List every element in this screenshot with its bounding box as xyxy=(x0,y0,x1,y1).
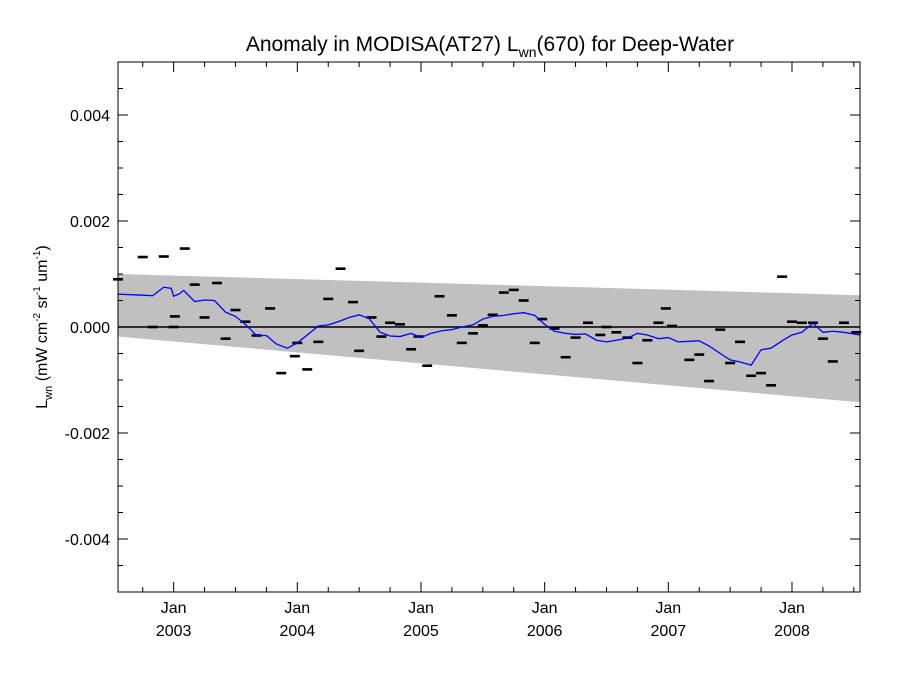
y-tick-label: 0.002 xyxy=(70,214,110,231)
y-tick-label: -0.002 xyxy=(65,426,110,443)
y-axis-label-main: L xyxy=(34,400,51,409)
y-axis-label-sup2: -1 xyxy=(32,286,43,295)
x-tick-label-year: 2008 xyxy=(774,623,810,640)
y-axis-label-units-end: um xyxy=(34,260,51,287)
series-line xyxy=(117,286,861,366)
x-tick-label-year: 2004 xyxy=(280,623,316,640)
y-axis-label-sup3: -1 xyxy=(32,250,43,259)
x-tick-label-year: 2003 xyxy=(156,623,192,640)
x-tick-label-month: Jan xyxy=(284,600,310,617)
x-tick-label-month: Jan xyxy=(655,600,681,617)
y-axis-label-subscript: wn xyxy=(43,386,55,401)
chart-title-rest: (670) for Deep-Water xyxy=(536,33,734,56)
chart-title-main: Anomaly in MODISA(AT27) L xyxy=(246,33,519,56)
chart-title-subscript: wn xyxy=(518,44,537,60)
x-tick-label-month: Jan xyxy=(532,600,558,617)
x-tick-label-month: Jan xyxy=(161,600,187,617)
chart-title: Anomaly in MODISA(AT27) Lwn(670) for Dee… xyxy=(246,33,734,60)
y-axis-label-units-close: ) xyxy=(34,245,51,250)
y-axis-label-sup1: -2 xyxy=(32,312,43,321)
y-axis-label-units-mid: sr xyxy=(34,294,51,312)
x-tick-label-year: 2006 xyxy=(527,623,563,640)
y-tick-label: 0.000 xyxy=(70,320,110,337)
plot-area: 0.004 0.002 0.000 -0.002 -0.004 Jan 2003 Jan 200… xyxy=(65,61,862,640)
y-tick-label: 0.004 xyxy=(70,108,110,125)
y-tick-label: -0.004 xyxy=(65,532,110,549)
y-axis-label-units-open: (mW cm xyxy=(34,322,51,386)
uncertainty-band xyxy=(118,274,860,403)
x-tick-label-year: 2007 xyxy=(651,623,687,640)
x-tick-label-year: 2005 xyxy=(403,623,439,640)
x-tick-label-month: Jan xyxy=(779,600,805,617)
x-tick-label-month: Jan xyxy=(408,600,434,617)
y-axis-label: Lwn (mW cm-2 sr-1 um-1) xyxy=(32,245,55,408)
